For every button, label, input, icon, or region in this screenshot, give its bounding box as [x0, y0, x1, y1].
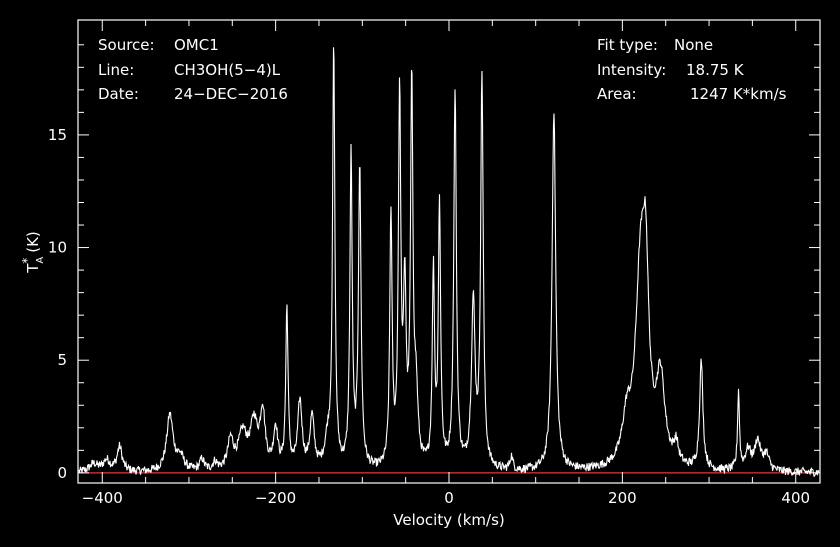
line-value: CH3OH(5−4)L: [174, 61, 281, 79]
info-left: Source: OMC1 Line: CH3OH(5−4)L Date: 24−…: [98, 36, 288, 103]
x-tick-label: 400: [781, 489, 810, 507]
x-axis-label: Velocity (km/s): [393, 511, 504, 529]
area-key: Area:: [597, 85, 637, 103]
y-axis-label-sub: A: [35, 257, 46, 264]
y-tick-label: 15: [48, 126, 67, 144]
x-tick-label: −200: [255, 489, 296, 507]
line-key: Line:: [98, 61, 134, 79]
axis-ticks: [78, 20, 820, 483]
y-tick-label: 10: [48, 239, 67, 257]
y-tick-labels: 0 5 10 15: [48, 126, 67, 482]
info-right: Fit type: None Intensity: 18.75 K Area: …: [597, 36, 787, 103]
y-axis-label-main: T: [24, 263, 42, 274]
intensity-key: Intensity:: [597, 61, 666, 79]
x-tick-label: −400: [82, 489, 123, 507]
x-tick-labels: −400 −200 0 200 400: [82, 489, 810, 507]
intensity-value: 18.75 K: [686, 61, 745, 79]
y-axis-label: TA* (K): [20, 231, 46, 274]
source-value: OMC1: [174, 36, 219, 54]
date-key: Date:: [98, 85, 139, 103]
spectrum-trace: [78, 47, 820, 477]
y-axis-label-unit: (K): [24, 231, 42, 253]
source-key: Source:: [98, 36, 155, 54]
date-value: 24−DEC−2016: [174, 85, 288, 103]
fit-type-key: Fit type:: [597, 36, 658, 54]
y-tick-label: 5: [57, 351, 67, 369]
area-value: 1247 K*km/s: [690, 85, 787, 103]
x-tick-label: 0: [444, 489, 454, 507]
fit-type-value: None: [674, 36, 713, 54]
x-tick-label: 200: [608, 489, 637, 507]
y-axis-label-sup: *: [20, 258, 34, 264]
y-tick-label: 0: [57, 464, 67, 482]
